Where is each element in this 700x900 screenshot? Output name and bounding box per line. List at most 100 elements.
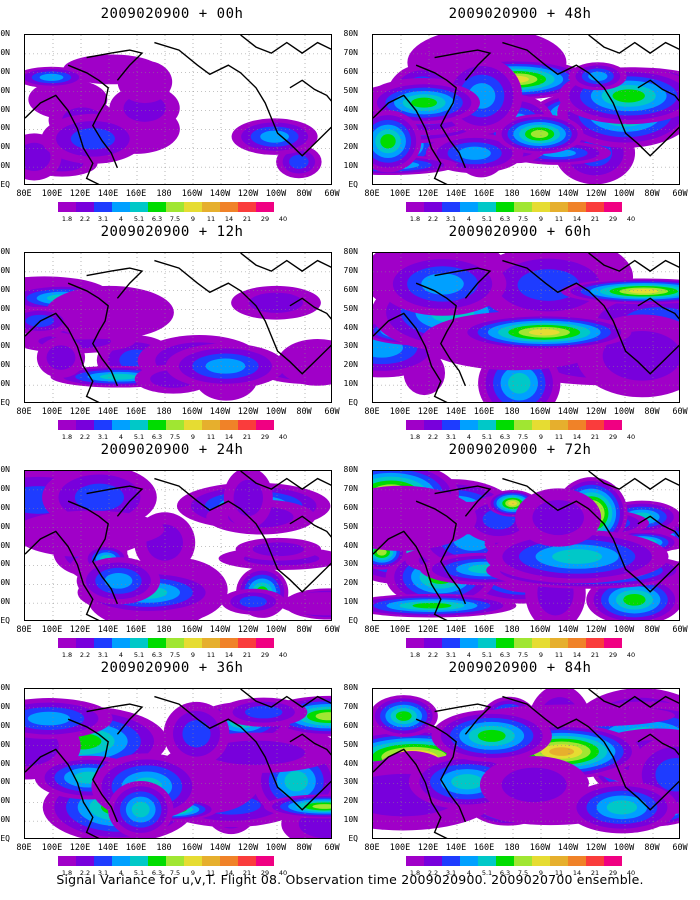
colorbar-label: 3.1 <box>97 869 109 877</box>
colorbar-swatch <box>130 420 148 430</box>
longitude-label: 160W <box>181 843 203 853</box>
colorbar-label: 9 <box>538 215 544 223</box>
colorbar-label: 40 <box>278 433 288 441</box>
longitude-label: 80W <box>296 407 312 417</box>
colorbar-swatch <box>202 638 220 648</box>
longitude-label: 140E <box>445 189 467 199</box>
colorbar-swatch <box>550 638 568 648</box>
longitude-label: 120E <box>69 189 91 199</box>
colorbar-label: 14 <box>224 215 234 223</box>
longitude-label: 100E <box>41 189 63 199</box>
colorbar-swatch <box>460 420 478 430</box>
variance-contour <box>117 60 173 104</box>
longitude-label: 140W <box>557 407 579 417</box>
longitude-label: 100W <box>613 625 635 635</box>
colorbar-label: 5.1 <box>133 215 145 223</box>
panel-title: 2009020900 + 24h <box>100 442 244 458</box>
longitude-label: 120E <box>417 189 439 199</box>
colorbar-swatch <box>424 638 442 648</box>
colorbar-swatch <box>112 856 130 866</box>
colorbar-label: 9 <box>190 433 196 441</box>
latitude-label: 50N <box>0 739 10 749</box>
latitude-label: 60N <box>0 502 10 512</box>
variance-contour <box>315 712 331 721</box>
longitude-label: 60W <box>324 625 340 635</box>
latitude-label: 70N <box>0 701 10 711</box>
variance-contour <box>412 602 452 609</box>
colorbar-label: 3.1 <box>97 651 109 659</box>
colorbar-swatch <box>220 420 238 430</box>
latitude-label: 80N <box>0 247 10 256</box>
variance-contour <box>411 97 438 108</box>
variance-contour <box>45 285 174 340</box>
longitude-label: 160W <box>529 625 551 635</box>
coastline <box>240 471 331 490</box>
latitude-label: EQ <box>0 616 10 625</box>
colorbar-swatch <box>166 202 184 212</box>
latitude-label: 60N <box>343 284 358 294</box>
colorbar-swatch <box>442 638 460 648</box>
latitude-label: 80N <box>0 29 10 38</box>
coastline <box>373 530 448 620</box>
variance-contour <box>623 593 646 606</box>
colorbar-label: 11 <box>554 869 564 877</box>
colorbar-label: 6.3 <box>499 215 511 223</box>
latitude-label: 30N <box>343 341 358 351</box>
colorbar-label: 6.3 <box>499 433 511 441</box>
latitude-label: 60N <box>343 66 358 76</box>
latitude-label: 70N <box>343 701 358 711</box>
coastline <box>25 94 100 184</box>
colorbar <box>406 638 622 648</box>
latitude-label: 50N <box>343 85 358 95</box>
map-panel: 2009020900 + 84h 80N 70N 60N 50N 40N 30N 20N 10N… <box>344 660 690 877</box>
latitude-label: 40N <box>343 104 358 114</box>
colorbar-swatch <box>550 420 568 430</box>
variance-contour <box>249 292 303 313</box>
colorbar-label: 7.5 <box>169 215 181 223</box>
longitude-label: 160W <box>529 843 551 853</box>
latitude-label: 80N <box>343 465 358 474</box>
latitude-label: 30N <box>343 559 358 569</box>
latitude-label: EQ <box>0 398 10 407</box>
longitude-label: 160W <box>181 189 203 199</box>
latitude-label: 10N <box>343 161 358 171</box>
coastline <box>154 477 331 593</box>
colorbar-label: 21 <box>242 651 252 659</box>
colorbar-label: 3.1 <box>445 651 457 659</box>
colorbar-swatch <box>406 856 424 866</box>
coastline <box>67 282 119 387</box>
longitude-label: 80E <box>16 407 32 417</box>
latitude-label: 10N <box>0 815 10 825</box>
colorbar-swatch <box>442 856 460 866</box>
variance-contour <box>284 771 309 792</box>
latitude-label: 10N <box>343 815 358 825</box>
colorbar-label: 2.2 <box>79 433 91 441</box>
variance-contour <box>508 501 517 506</box>
colorbar-label: 40 <box>278 215 288 223</box>
latitude-label: 10N <box>343 597 358 607</box>
longitude-label: 120W <box>585 189 607 199</box>
longitude-label: 120E <box>417 625 439 635</box>
colorbar-label: 29 <box>608 433 618 441</box>
latitude-label: 80N <box>343 683 358 692</box>
longitude-label: 80E <box>364 625 380 635</box>
panel-title: 2009020900 + 00h <box>100 6 244 22</box>
colorbar-label: 21 <box>242 433 252 441</box>
coastline <box>502 477 679 593</box>
coastline <box>415 64 467 169</box>
longitude-label: 100E <box>389 625 411 635</box>
colorbar-label: 4 <box>466 215 472 223</box>
colorbar-label: 5.1 <box>133 869 145 877</box>
colorbar-swatch <box>112 420 130 430</box>
longitude-label: 120W <box>237 189 259 199</box>
colorbar <box>406 202 622 212</box>
colorbar-swatch <box>58 856 76 866</box>
latitude-label: 30N <box>343 777 358 787</box>
latitude-label: 20N <box>343 360 358 370</box>
variance-contour <box>588 71 608 81</box>
colorbar-label: 21 <box>242 215 252 223</box>
colorbar-swatch <box>184 420 202 430</box>
longitude-label: 100W <box>613 843 635 853</box>
colorbar-swatch <box>238 638 256 648</box>
longitude-label: 80W <box>296 189 312 199</box>
